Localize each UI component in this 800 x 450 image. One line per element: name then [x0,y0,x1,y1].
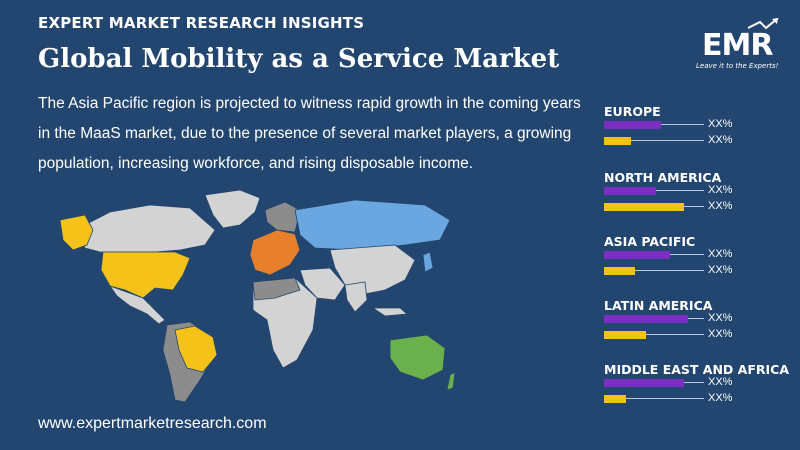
yellow-bar [604,395,626,403]
bar-value: XX% [708,200,733,212]
map-scandinavia [264,201,301,233]
yellow-bar [604,331,646,339]
region-label: LATIN AMERICA [604,298,713,313]
map-japan [422,251,434,273]
region-label: MIDDLE EAST AND AFRICA [604,362,789,377]
bar-row: XX% [604,184,794,198]
bar-value: XX% [708,328,733,340]
bar-row: XX% [604,264,794,278]
bar-track-line [631,140,704,141]
bar-value: XX% [708,248,733,260]
map-africa [252,277,318,369]
map-brazil [174,325,218,373]
map-indonesia [371,307,408,317]
region-north-america: NORTH AMERICA XX% XX% [604,170,794,230]
map-north-africa [252,277,301,301]
bar-value: XX% [708,118,733,130]
bar-track-line [646,334,704,335]
map-usa [100,251,191,299]
purple-bar [604,251,670,259]
map-alaska [59,214,94,251]
market-description: The Asia Pacific region is projected to … [38,95,581,172]
bar-track-line [635,270,704,271]
region-asia-pacific: ASIA PACIFIC XX% XX% [604,234,794,294]
logo-tagline: Leave it to the Experts! [696,62,779,70]
bar-row: XX% [604,248,794,262]
bar-row: XX% [604,376,794,390]
page-title: Global Mobility as a Service Market [38,44,560,74]
bar-row: XX% [604,200,794,214]
map-mexico [108,285,166,325]
region-middle-east-and-africa: MIDDLE EAST AND AFRICA XX% XX% [604,362,794,422]
yellow-bar [604,203,684,211]
logo-text: EMR [702,28,773,63]
bar-track-line [688,318,704,319]
bar-value: XX% [708,376,733,388]
map-middle-east [299,267,346,301]
bar-value: XX% [708,312,733,324]
regional-legend: EUROPE XX% XX% NORTH AMERICA XX% XX% ASIA PACI… [604,0,794,450]
bar-value: XX% [708,134,733,146]
insights-heading: EXPERT MARKET RESEARCH INSIGHTS [38,14,365,32]
map-new-zealand [446,371,455,391]
emr-logo: EMR Leave it to the Experts! [690,18,790,78]
bar-row: XX% [604,328,794,342]
bar-track-line [656,190,704,191]
map-asia [329,244,416,296]
bar-value: XX% [708,184,733,196]
bar-value: XX% [708,264,733,276]
bar-track-line [684,206,704,207]
bar-track-line [661,124,704,125]
purple-bar [604,187,656,195]
bar-row: XX% [604,118,794,132]
region-label: ASIA PACIFIC [604,234,696,249]
map-india [344,281,368,313]
logo-arrow-icon [747,18,779,30]
region-latin-america: LATIN AMERICA XX% XX% [604,298,794,358]
purple-bar [604,121,661,129]
yellow-bar [604,267,635,275]
map-greenland [204,190,261,229]
bar-row: XX% [604,312,794,326]
region-europe: EUROPE XX% XX% [604,104,794,164]
bar-track-line [670,254,704,255]
bar-track-line [626,398,704,399]
world-map [59,190,455,403]
bar-value: XX% [708,392,733,404]
map-russia [294,199,451,251]
map-australia [389,334,446,381]
yellow-bar [604,137,631,145]
bar-row: XX% [604,392,794,406]
map-canada [74,204,216,253]
region-label: NORTH AMERICA [604,170,722,185]
purple-bar [604,315,688,323]
bar-row: XX% [604,134,794,148]
region-label: EUROPE [604,104,661,119]
map-europe [249,229,301,276]
bar-track-line [684,382,704,383]
website-url: www.expertmarketresearch.com [38,415,267,432]
purple-bar [604,379,684,387]
